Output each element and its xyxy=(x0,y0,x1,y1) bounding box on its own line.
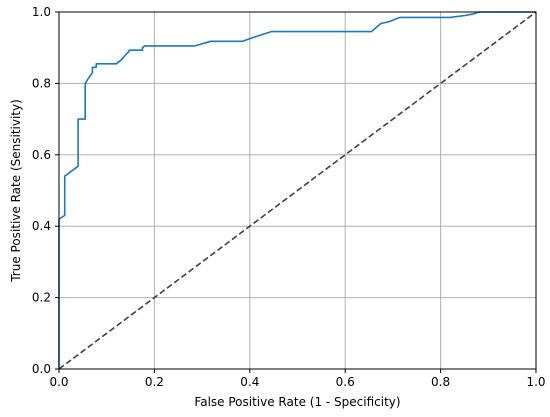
y-tick-label: 0.0 xyxy=(32,362,51,376)
x-tick-label: 0.2 xyxy=(145,375,164,389)
y-tick-label: 0.8 xyxy=(32,76,51,90)
y-axis-label: True Positive Rate (Sensitivity) xyxy=(9,99,23,283)
roc-curve-line xyxy=(58,11,536,369)
x-tick-label: 0.8 xyxy=(431,375,450,389)
y-tick-label: 0.6 xyxy=(32,148,51,162)
x-axis-label: False Positive Rate (1 - Specificity) xyxy=(194,395,400,409)
y-tick-label: 1.0 xyxy=(32,5,51,19)
chance-diagonal-line xyxy=(58,11,537,370)
x-tick-label: 0.6 xyxy=(336,375,355,389)
x-tick-label: 0.0 xyxy=(49,375,68,389)
series-group xyxy=(58,11,537,370)
y-tick-label: 0.2 xyxy=(32,291,51,305)
plot-frame xyxy=(58,11,537,370)
x-tick-label: 0.4 xyxy=(240,375,259,389)
y-tick-label: 0.4 xyxy=(32,219,51,233)
x-tick-label: 1.0 xyxy=(526,375,545,389)
ticks: 0.0 0.2 0.4 0.6 0.8 1.0 0.0 0.2 0.4 0.6 0.8 1.0 xyxy=(32,5,546,389)
